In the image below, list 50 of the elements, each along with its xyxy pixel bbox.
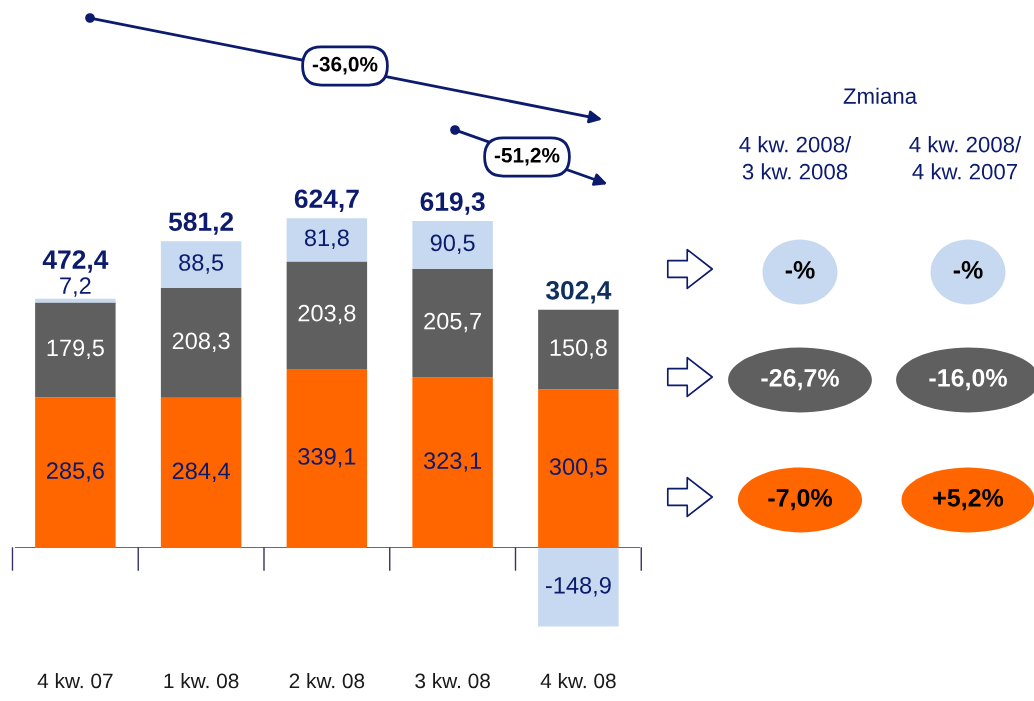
- bar: [412, 268, 493, 378]
- data-label: 285,6: [47, 462, 104, 482]
- data-label: 150,8: [550, 339, 607, 359]
- text: -16,0%: [929, 369, 1007, 391]
- bar: [286, 368, 368, 548]
- data-label: 7,2: [60, 277, 91, 297]
- bar: [35, 397, 116, 548]
- text: 4 kw. 2008/ 3 kw. 2008: [739, 136, 852, 180]
- data-label: -148,9: [545, 576, 611, 597]
- data-label: 284,4: [172, 462, 230, 483]
- text: Zmiana: [843, 87, 918, 104]
- bar: [160, 287, 242, 398]
- data-label: 81,8: [304, 229, 349, 249]
- text: -26,7%: [761, 369, 839, 391]
- total-label: 624,7: [294, 189, 359, 212]
- text: +5,2%: [933, 489, 1004, 511]
- bar: [538, 548, 619, 627]
- x-tick-label: 1 kw. 08: [164, 673, 239, 689]
- x-tick-label: 3 kw. 08: [415, 673, 490, 689]
- bar: [35, 302, 116, 398]
- text: -7,0%: [768, 489, 832, 511]
- text: 4 kw. 2008/ 4 kw. 2007: [909, 136, 1022, 180]
- x-tick-label: 2 kw. 08: [289, 673, 365, 689]
- bar: [286, 261, 368, 369]
- total-label: 619,3: [420, 192, 485, 215]
- data-label: 339,1: [298, 448, 356, 468]
- data-label: 323,1: [423, 452, 482, 472]
- bar: [538, 389, 619, 548]
- total-label: 472,4: [42, 250, 109, 273]
- text: -51,2%: [494, 147, 560, 166]
- bar: [286, 218, 368, 262]
- data-label: 300,5: [549, 458, 607, 478]
- data-label: 203,8: [298, 304, 356, 325]
- text: -%: [785, 261, 815, 279]
- data-label: 205,7: [424, 312, 481, 333]
- total-label: 581,2: [168, 212, 234, 235]
- data-label: 88,5: [179, 254, 224, 274]
- bar: [160, 397, 242, 548]
- text: -%: [953, 261, 983, 279]
- bar: [538, 309, 619, 390]
- total-label: 302,4: [545, 280, 612, 304]
- x-tick-label: 4 kw. 08: [540, 673, 616, 689]
- text: -36,0%: [312, 56, 378, 75]
- data-label: 208,3: [172, 332, 230, 352]
- x-tick-label: 4 kw. 07: [37, 673, 113, 689]
- bar: [160, 241, 242, 288]
- bar: [412, 221, 493, 269]
- bar: [412, 377, 493, 548]
- data-label: 90,5: [430, 234, 475, 255]
- data-label: 179,5: [47, 339, 104, 359]
